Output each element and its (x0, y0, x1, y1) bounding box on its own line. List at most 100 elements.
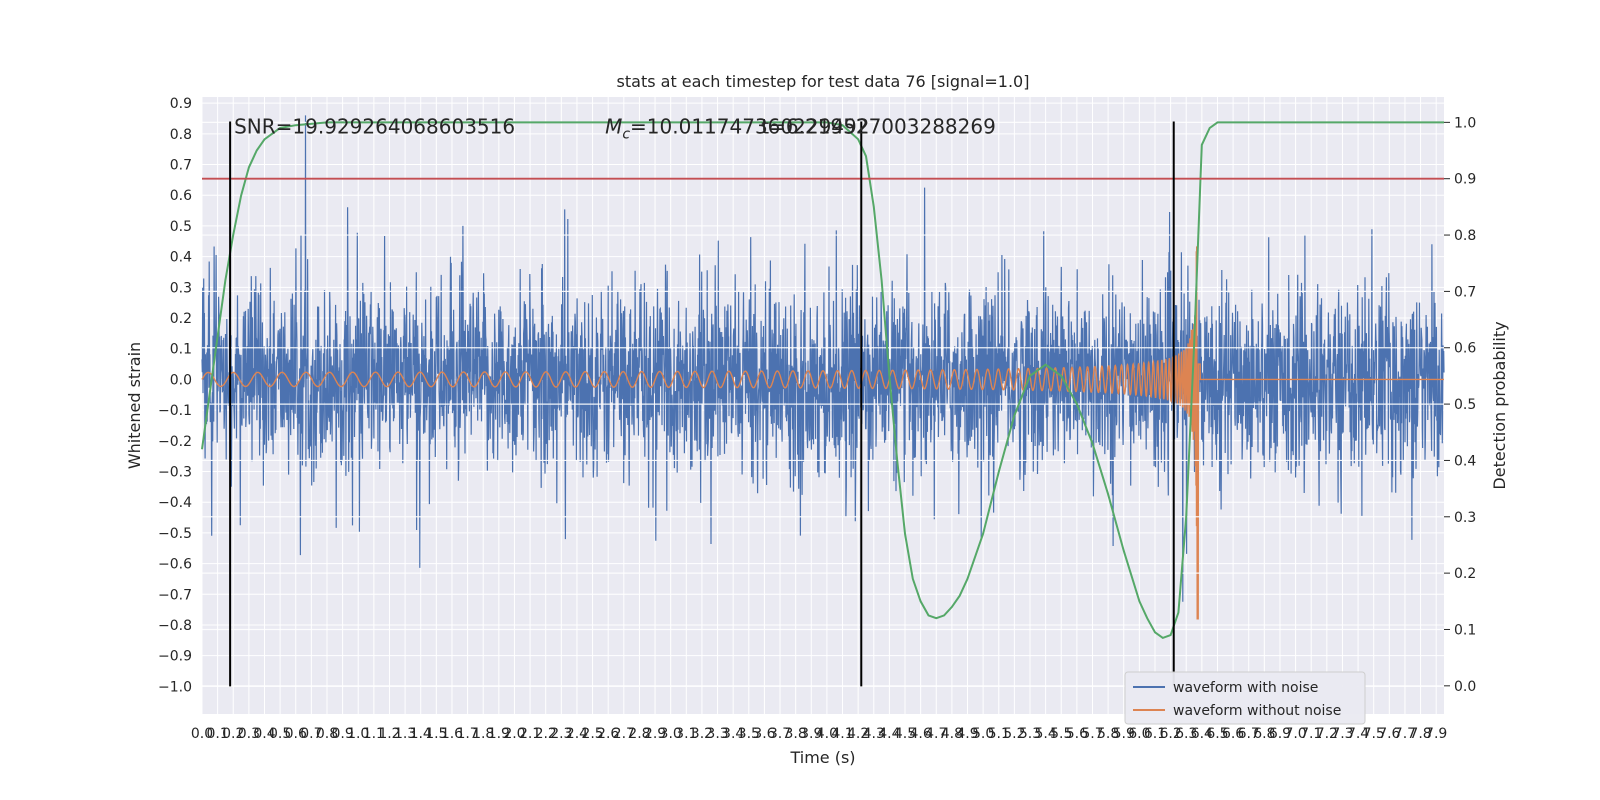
x-tick-label: 2.7 (613, 726, 635, 742)
x-tick-label: 5.5 (1050, 726, 1072, 742)
x-tick-label: 3.9 (800, 726, 822, 742)
y2-tick-label: 0.7 (1454, 284, 1476, 300)
x-tick-label: 3.2 (691, 726, 713, 742)
x-tick-label: 1.3 (394, 726, 416, 742)
y2-tick-label: 0.2 (1454, 566, 1476, 582)
x-tick-label: 3.5 (738, 726, 760, 742)
x-tick-label: 0.3 (238, 726, 260, 742)
annotation-merger-time: t=6.219527003288269 (761, 115, 996, 139)
y-tick-label: −0.7 (158, 587, 192, 603)
x-tick-label: 7.8 (1409, 726, 1431, 742)
x-tick-label: 0.2 (222, 726, 244, 742)
data-layer (201, 115, 1445, 687)
y-tick-label: −0.6 (158, 557, 192, 573)
x-tick-label: 3.8 (785, 726, 807, 742)
x-tick-label: 1.8 (472, 726, 494, 742)
x-tick-label: 4.9 (956, 726, 978, 742)
x-tick-label: 1.6 (441, 726, 463, 742)
x-tick-label: 2.8 (628, 726, 650, 742)
x-tick-label: 4.8 (941, 726, 963, 742)
x-tick-label: 5.6 (1066, 726, 1088, 742)
x-tick-label: 7.2 (1316, 726, 1338, 742)
y-tick-label: 0.7 (170, 158, 192, 174)
x-tick-label: 1.7 (456, 726, 478, 742)
x-tick-label: 0.6 (285, 726, 307, 742)
x-tick-label: 2.9 (644, 726, 666, 742)
x-tick-label: 5.7 (1081, 726, 1103, 742)
x-tick-label: 0.5 (269, 726, 291, 742)
x-tick-label: 5.4 (1034, 726, 1056, 742)
y-tick-label: 0.6 (170, 188, 192, 204)
y-tick-label: 0.2 (170, 311, 192, 327)
legend-entry: waveform with noise (1173, 680, 1318, 696)
series-waveform-without-noise (201, 246, 1444, 620)
x-tick-label: 2.0 (503, 726, 525, 742)
y2-tick-label: 0.9 (1454, 172, 1476, 188)
legend: waveform with noise waveform without nois… (1124, 671, 1366, 725)
x-tick-label: 6.0 (1128, 726, 1150, 742)
x-tick-label: 0.8 (316, 726, 338, 742)
x-tick-label: 7.0 (1284, 726, 1306, 742)
x-tick-label: 1.4 (410, 726, 432, 742)
x-tick-label: 1.9 (488, 726, 510, 742)
annotations: SNR=19.929264068603516 Mc=10.011747360229… (234, 115, 996, 143)
y-tick-label: −0.2 (158, 434, 192, 450)
y-tick-label: −0.4 (158, 495, 192, 511)
x-tick-label: 5.1 (988, 726, 1010, 742)
x-tick-label: 7.5 (1363, 726, 1385, 742)
x-tick-label: 4.1 (831, 726, 853, 742)
x-tick-label: 4.0 (816, 726, 838, 742)
x-tick-label: 5.0 (972, 726, 994, 742)
y-tick-label: −0.9 (158, 649, 192, 665)
x-tick-label: 1.0 (347, 726, 369, 742)
x-tick-label: 1.1 (363, 726, 385, 742)
x-tick-label: 2.6 (597, 726, 619, 742)
x-tick-label: 3.4 (722, 726, 744, 742)
x-tick-label: 0.4 (253, 726, 275, 742)
x-tick-label: 3.1 (675, 726, 697, 742)
x-tick-label: 6.9 (1269, 726, 1291, 742)
x-tick-label: 6.8 (1253, 726, 1275, 742)
x-tick-label: 7.4 (1347, 726, 1369, 742)
x-tick-label: 4.4 (878, 726, 900, 742)
chart-title: stats at each timestep for test data 76 … (617, 72, 1030, 91)
x-tick-label: 6.3 (1175, 726, 1197, 742)
y2-axis-label: Detection probability (1490, 321, 1509, 489)
y-tick-label: −0.3 (158, 464, 192, 480)
annotation-chirp-mass: Mc=10.011747360229492 (605, 115, 869, 143)
y2-tick-label: 0.1 (1454, 622, 1476, 638)
y-tick-label: 0.5 (170, 219, 192, 235)
reference-lines (202, 121, 1444, 687)
x-tick-label: 4.5 (894, 726, 916, 742)
y2-tick-label: 1.0 (1454, 115, 1476, 131)
x-tick-label: 5.9 (1113, 726, 1135, 742)
y2-tick-label: 0.5 (1454, 397, 1476, 413)
x-tick-label: 2.3 (550, 726, 572, 742)
x-tick-label: 4.3 (863, 726, 885, 742)
x-tick-label: 5.3 (1019, 726, 1041, 742)
x-tick-label: 7.3 (1331, 726, 1353, 742)
x-tick-label: 1.5 (425, 726, 447, 742)
x-tick-label: 2.2 (535, 726, 557, 742)
annotation-snr: SNR=19.929264068603516 (234, 115, 515, 139)
x-tick-label: 7.7 (1394, 726, 1416, 742)
y-tick-label: 0.8 (170, 127, 192, 143)
x-tick-label: 3.7 (769, 726, 791, 742)
x-tick-label: 4.6 (910, 726, 932, 742)
y2-tick-label: 0.4 (1454, 453, 1476, 469)
x-tick-label: 7.6 (1378, 726, 1400, 742)
x-tick-label: 0.9 (331, 726, 353, 742)
y-tick-label: 0.4 (170, 250, 192, 266)
x-tick-label: 5.2 (1003, 726, 1025, 742)
y2-tick-label: 0.8 (1454, 228, 1476, 244)
x-tick-label: 2.4 (566, 726, 588, 742)
x-tick-label: 2.1 (519, 726, 541, 742)
x-tick-label: 6.7 (1238, 726, 1260, 742)
x-tick-label: 1.2 (378, 726, 400, 742)
x-tick-label: 2.5 (581, 726, 603, 742)
y-tick-label: −0.1 (158, 403, 192, 419)
y-axis-label: Whitened strain (125, 342, 144, 469)
x-tick-label: 3.0 (660, 726, 682, 742)
x-tick-label: 0.0 (191, 726, 213, 742)
y-tick-label: 0.1 (170, 342, 192, 358)
